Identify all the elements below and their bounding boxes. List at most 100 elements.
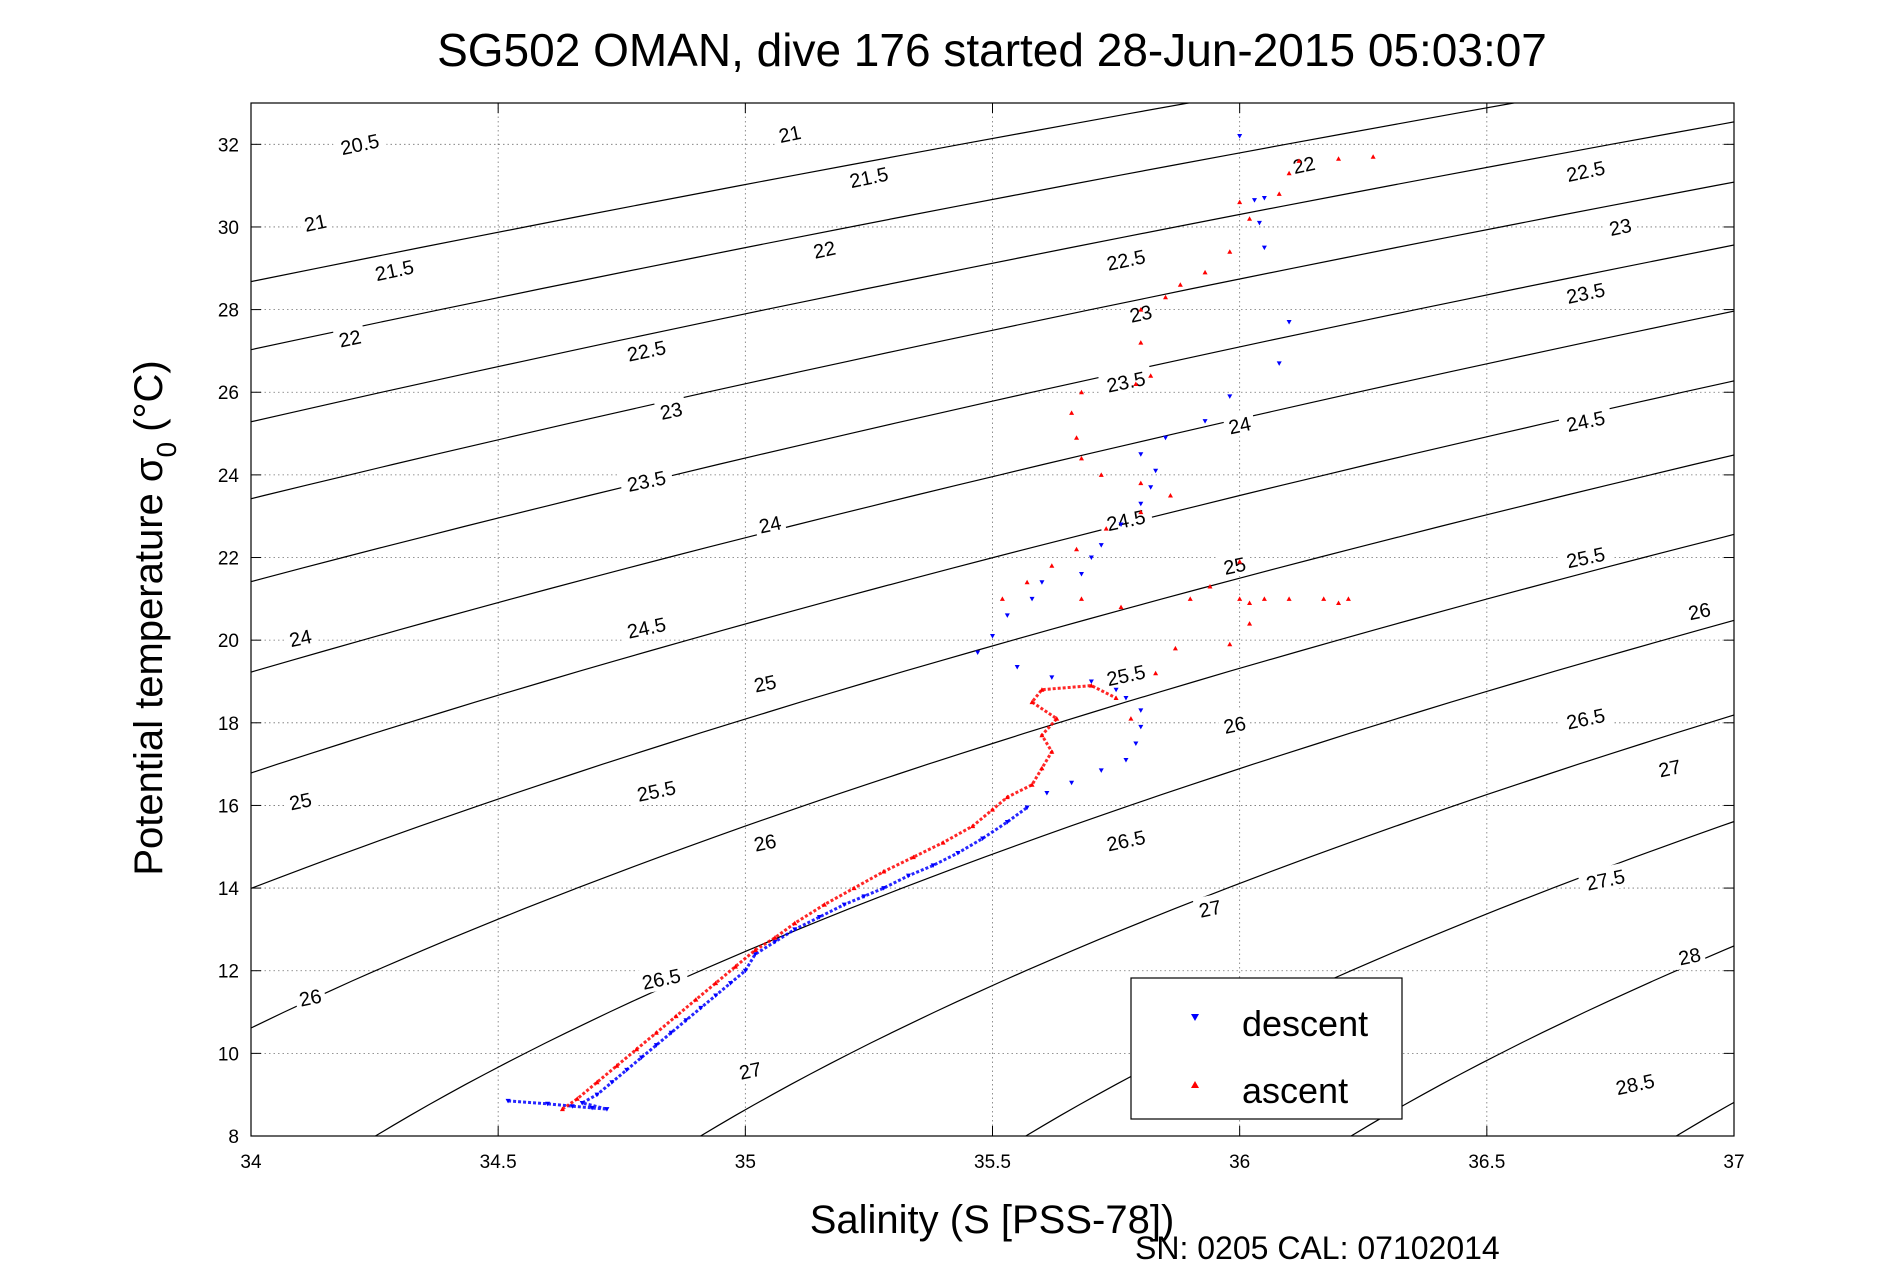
isopycnal-label-bg [747,826,783,857]
isopycnal-label-text: 25 [1222,554,1248,580]
x-tick-label: 35 [735,1152,756,1173]
y-tick-label: 10 [218,1044,239,1065]
y-tick-label: 18 [218,714,239,735]
isopycnal-label: 21 [297,206,333,237]
isopycnal-label-text: 24 [757,512,783,538]
ascent-point [1207,583,1213,589]
isopycnal-label-bg [633,960,690,996]
isopycnal-label-text: 24 [287,626,313,652]
isopycnal-label: 24.5 [1097,502,1154,537]
isopycnal-line [251,103,1192,283]
isopycnal-label-bg [1606,1066,1663,1101]
isopycnal-label-bg [366,252,423,287]
descent-series [505,134,1292,1112]
descent-point [1153,468,1159,474]
isopycnal-label: 20.5 [331,126,388,161]
isopycnal-label-bg [1577,861,1634,896]
isopycnal-label-bg [752,508,787,539]
descent-point [1098,768,1104,773]
isopycnal-label: 22 [1286,149,1321,179]
descent-point [1227,394,1233,399]
y-axis-label: Potential temperature σ0 (°C) [127,360,182,875]
descent-point [1123,696,1129,701]
data-points [505,134,1376,1112]
serial-calibration-footer: SN: 0205 CAL: 07102014 [1135,1230,1500,1262]
isopycnal-label: 24 [1222,409,1257,439]
descent-point [1256,220,1262,226]
descent-point [1069,780,1075,786]
descent-point [1088,555,1094,561]
isopycnal-label-text: 25 [752,671,778,697]
grid [250,103,1735,1137]
ascent-point [1276,191,1282,196]
isopycnal-label: 25.5 [628,772,685,808]
ascent-point [1247,600,1253,605]
isopycnal-label: 28.5 [1606,1066,1663,1101]
descent-point [1014,665,1020,670]
descent-point [1098,543,1104,548]
descent-point [1029,596,1035,602]
isopycnal-label: 22 [807,233,842,264]
y-tick-label: 28 [218,301,239,322]
isopycnal-label-bg [807,233,842,264]
isopycnal-label: 22.5 [1097,241,1154,277]
isopycnal-label-text: 27 [1197,897,1223,923]
isopycnal-label-bg [331,126,388,161]
y-tick-label: 26 [218,383,239,404]
isopycnal-label: 26 [1217,709,1252,739]
isopycnal-label-bg [1286,149,1321,179]
isopycnal-line [251,181,1734,500]
legend-ascent-marker [1191,1081,1199,1088]
isopycnal-line [251,454,1734,890]
isopycnal-label: 26.5 [1557,700,1614,735]
isopycnal-label-text: 26 [1686,599,1712,625]
ascent-point [1138,307,1144,312]
isopycnal-label: 25 [747,667,783,698]
isopycnal-label: 27 [732,1054,768,1085]
legend-descent-label: descent [1242,1003,1368,1044]
isopycnal-label: 23.5 [1557,274,1614,310]
isopycnal-label: 21.5 [840,159,897,194]
ascent-point [1237,596,1243,601]
isopycnal-label-bg [1097,241,1154,277]
isopycnal-label: 28 [1672,940,1707,970]
isopycnal-label-text: 22 [1291,153,1317,179]
isopycnal-label: 23 [1602,211,1638,241]
isopycnal-label-bg [732,1054,768,1085]
descent-point [975,650,981,656]
isopycnal-label-bg [772,118,807,148]
descent-point [1138,724,1144,730]
descent-point [1123,757,1129,763]
ascent-point [1336,156,1342,161]
ascent-point [1148,373,1154,378]
ascent-point [1074,546,1080,552]
y-axis-ticks: 8 10 12 14 16 18 20 22 24 26 28 30 32 [218,135,1734,1148]
isopycnal-label-bg [292,981,328,1012]
isopycnal-label: 23 [1123,297,1158,328]
isopycnal-line [251,121,1734,423]
isopycnal-label: 27 [1652,752,1687,782]
x-tick-label: 37 [1723,1152,1744,1173]
isopycnal-label-text: 27 [737,1059,763,1085]
ascent-series [559,154,1376,1112]
isopycnal-label-bg [332,322,367,353]
ascent-point [1286,596,1292,601]
isopycnal-line [1878,20,1891,1218]
ascent-point [1261,596,1267,601]
isopycnal-label: 24 [283,622,318,652]
isopycnal-label: 25 [1217,549,1252,580]
isopycnal-label: 24 [752,508,787,539]
ascent-point [1321,596,1327,601]
isopycnal-label-text: 28 [1677,944,1703,970]
x-axis-ticks: 34 34.5 35 35.5 36 36.5 37 [240,103,1745,1173]
isopycnal-line [699,714,1734,1136]
isopycnal-label: 23.5 [1097,363,1154,399]
ascent-trace [561,684,1117,1111]
isopycnal-label-bg [628,772,685,808]
y-tick-label: 32 [218,135,239,156]
ascent-point [1202,269,1208,275]
ascent-point [1138,509,1144,515]
descent-point [1202,419,1208,424]
isopycnal-label: 27.5 [1577,861,1634,896]
ascent-point [1237,559,1243,564]
